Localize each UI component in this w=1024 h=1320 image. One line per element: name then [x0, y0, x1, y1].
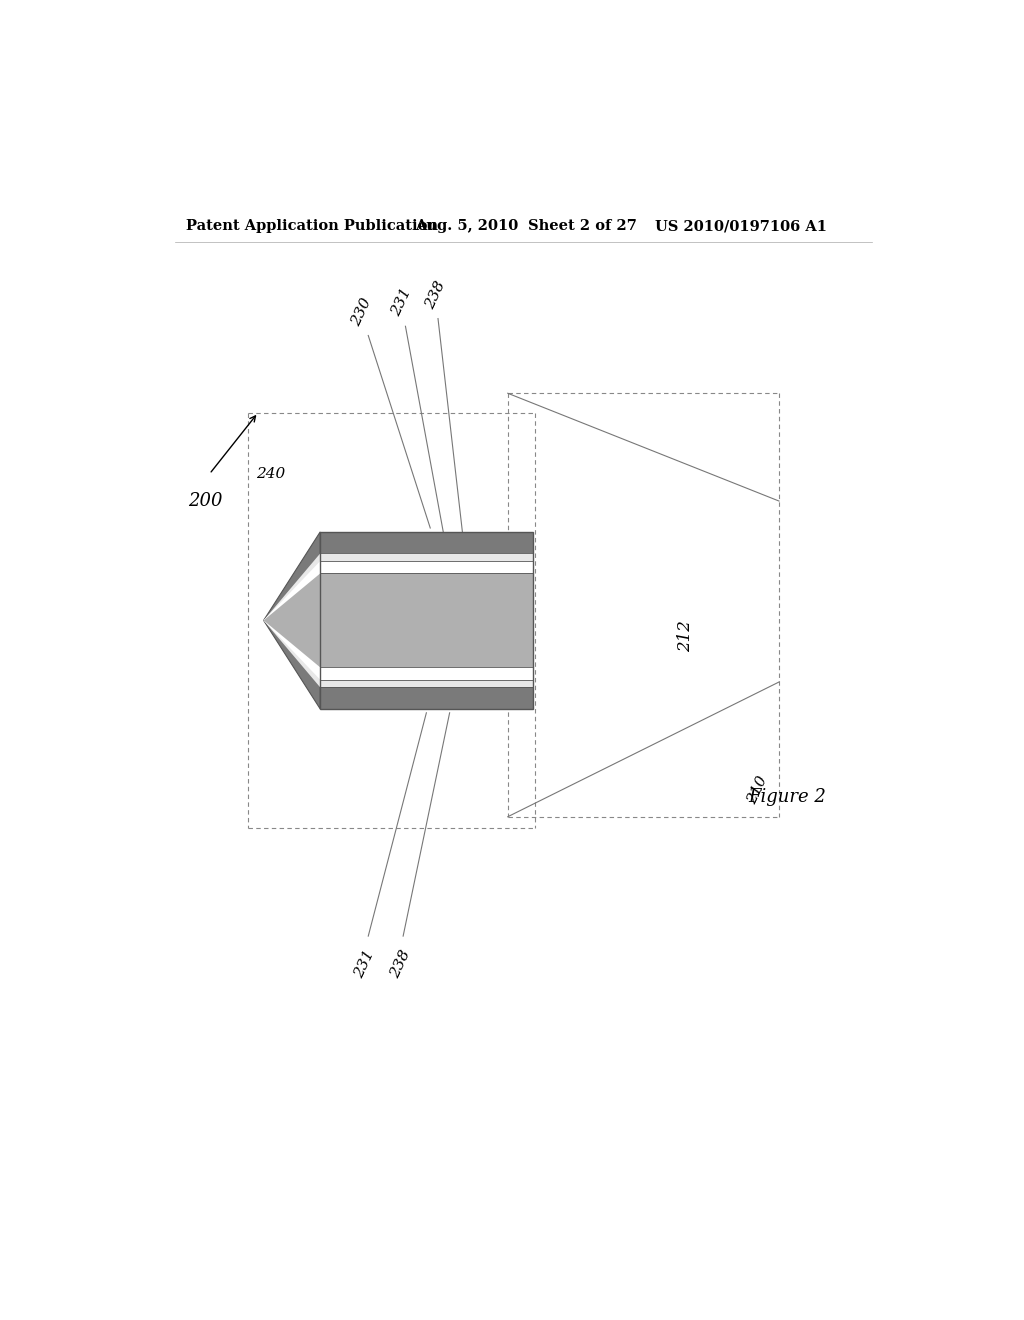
Polygon shape	[263, 561, 321, 680]
Polygon shape	[263, 532, 321, 709]
Text: 210: 210	[744, 774, 770, 807]
Text: Sheet 2 of 27: Sheet 2 of 27	[528, 219, 637, 234]
Text: 230: 230	[349, 296, 375, 327]
Text: Aug. 5, 2010: Aug. 5, 2010	[415, 219, 518, 234]
Bar	[321, 532, 532, 709]
Polygon shape	[263, 553, 321, 688]
Bar	[321, 668, 532, 680]
Bar	[321, 561, 532, 573]
Bar	[321, 532, 532, 709]
Bar	[321, 553, 532, 688]
Bar	[321, 573, 532, 668]
Text: 231: 231	[352, 948, 377, 979]
Text: 240: 240	[256, 467, 285, 480]
Polygon shape	[263, 573, 321, 668]
Text: Figure 2: Figure 2	[748, 788, 826, 807]
Text: 212: 212	[678, 620, 694, 652]
Text: 200: 200	[188, 492, 223, 510]
Text: Patent Application Publication: Patent Application Publication	[186, 219, 438, 234]
Text: 238: 238	[388, 948, 414, 979]
Text: US 2010/0197106 A1: US 2010/0197106 A1	[655, 219, 827, 234]
Text: 238: 238	[423, 279, 449, 312]
Text: 231: 231	[389, 286, 414, 318]
